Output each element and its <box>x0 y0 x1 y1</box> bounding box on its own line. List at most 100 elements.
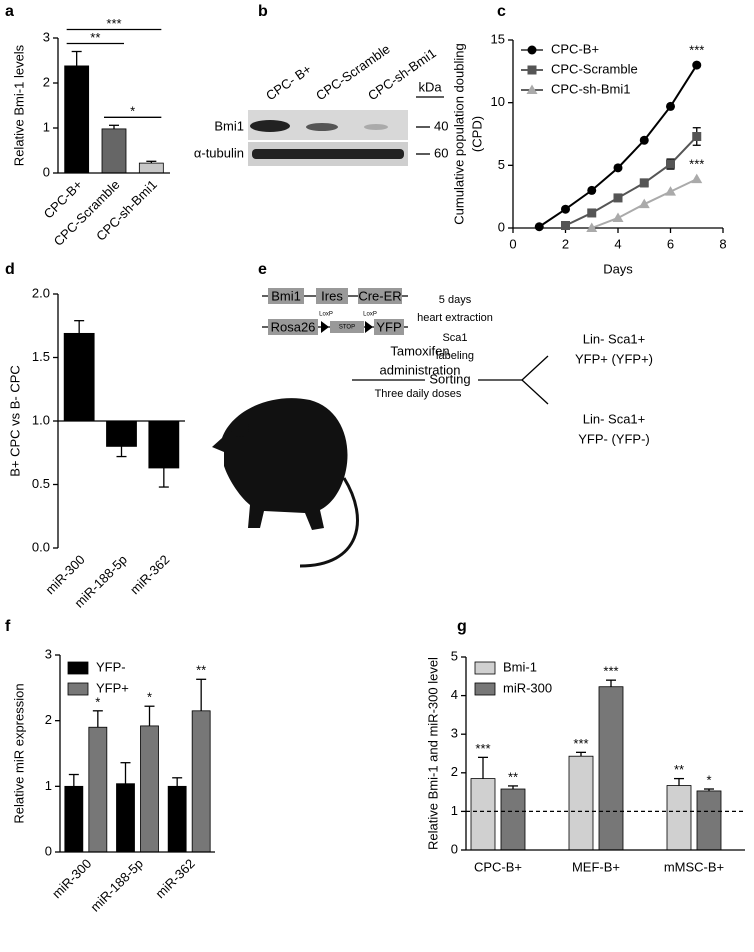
y-tick-label: 15 <box>491 31 505 46</box>
panel-label: a <box>5 3 14 20</box>
significance-label: ** <box>90 30 100 45</box>
bar <box>101 128 127 174</box>
loxp-site <box>321 321 329 333</box>
y-tick-label: 0 <box>451 841 458 856</box>
x-tick-label: MEF-B+ <box>572 859 620 874</box>
bar <box>148 420 180 469</box>
y-tick-label: 0 <box>43 164 50 179</box>
y-axis-label: Cumulative population doubling <box>451 43 466 224</box>
band <box>306 123 338 131</box>
mouse <box>212 398 348 530</box>
gene-box <box>268 288 304 304</box>
legend-label: YFP- <box>96 659 126 674</box>
significance-label: *** <box>106 16 121 31</box>
x-tick-label: 8 <box>719 236 726 251</box>
gene-label: Rosa26 <box>271 319 316 334</box>
panel-label: b <box>258 3 268 20</box>
bar <box>568 755 594 851</box>
marker <box>587 208 597 218</box>
bar <box>140 725 159 853</box>
gene-box <box>268 319 318 335</box>
y-tick-label: 2 <box>451 764 458 779</box>
processing: labeling <box>436 350 474 362</box>
blot-panel: b CPC- B+ CPC-Scramble CPC-sh-Bmi1 kDa B… <box>194 3 448 166</box>
band <box>364 124 388 130</box>
legend-swatch <box>474 682 496 696</box>
size-marker: 60 <box>434 145 448 160</box>
y-axis-label: Relative miR expression <box>11 683 26 823</box>
row-label: Bmi1 <box>214 118 244 133</box>
y-tick-label: 1 <box>451 803 458 818</box>
output: YFP+ (YFP+) <box>575 351 653 366</box>
output: YFP- (YFP-) <box>578 431 650 446</box>
y-tick-label: 1.0 <box>32 412 50 427</box>
y-axis-label: (CPD) <box>469 116 484 152</box>
x-axis-label: Days <box>603 261 633 276</box>
y-tick-label: 0.0 <box>32 539 50 554</box>
legend-swatch <box>67 661 89 675</box>
step: Sorting <box>429 371 470 386</box>
row-label: α-tubulin <box>194 145 244 160</box>
bar <box>167 785 187 853</box>
significance-label: * <box>95 694 100 709</box>
bar <box>64 785 84 853</box>
marker <box>613 163 623 173</box>
bar <box>138 162 164 174</box>
bar <box>88 726 108 853</box>
marker <box>561 220 570 230</box>
lane-label: CPC- B+ <box>263 61 314 103</box>
y-axis-label: B+ CPC vs B- CPC <box>7 365 22 477</box>
panel-label: d <box>5 261 15 278</box>
treatment: administration <box>380 362 461 377</box>
marker <box>666 159 675 169</box>
bar <box>666 785 692 851</box>
gene-label: STOP <box>339 325 355 331</box>
loxp-site <box>365 321 373 333</box>
panel-label: g <box>457 618 467 635</box>
mouse-ear <box>231 419 249 437</box>
band <box>250 120 290 132</box>
marker <box>534 222 544 232</box>
bar <box>64 65 90 174</box>
processing: 5 days <box>439 294 472 306</box>
band <box>252 149 404 159</box>
legend-label: CPC-Scramble <box>551 61 638 76</box>
panel-label: e <box>258 261 267 278</box>
gene-box <box>330 321 364 333</box>
x-tick-label: CPC-Scramble <box>51 177 123 249</box>
bar <box>696 790 722 851</box>
significance-label: *** <box>573 736 588 751</box>
bar <box>470 778 496 851</box>
site-label: LoxP <box>319 312 333 318</box>
y-axis-label: Relative Bmi-1 levels <box>11 44 26 166</box>
marker <box>692 60 702 70</box>
legend-marker <box>527 45 537 55</box>
bar <box>116 783 135 853</box>
legend-label: Bmi-1 <box>503 659 537 674</box>
marker <box>638 198 650 209</box>
legend-swatch <box>67 682 89 696</box>
marker <box>613 193 623 203</box>
marker <box>561 204 570 214</box>
marker <box>587 185 597 195</box>
y-tick-label: 1 <box>43 119 50 134</box>
marker <box>691 173 703 184</box>
output: Lin- Sca1+ <box>583 331 646 346</box>
y-tick-label: 3 <box>45 646 52 661</box>
x-tick-label: mMSC-B+ <box>664 859 724 874</box>
gene-label: YFP <box>376 319 401 334</box>
treatment: Tamoxifen <box>390 343 449 358</box>
gene-box <box>316 288 348 304</box>
y-tick-label: 5 <box>498 157 505 172</box>
x-tick-label: miR-300 <box>49 856 94 901</box>
significance-label: *** <box>475 741 490 756</box>
legend-label: YFP+ <box>96 680 129 695</box>
panel-label: f <box>5 618 11 635</box>
x-tick-label: miR-362 <box>152 856 197 901</box>
x-tick-label: 0 <box>509 236 516 251</box>
bar <box>191 710 211 853</box>
size-marker: 40 <box>434 118 448 133</box>
y-tick-label: 0 <box>498 219 505 234</box>
x-tick-label: 2 <box>562 236 569 251</box>
schematic-panel: e Bmi1 Ires Cre-ER Rosa26 STOP YFP LoxP … <box>212 261 653 568</box>
